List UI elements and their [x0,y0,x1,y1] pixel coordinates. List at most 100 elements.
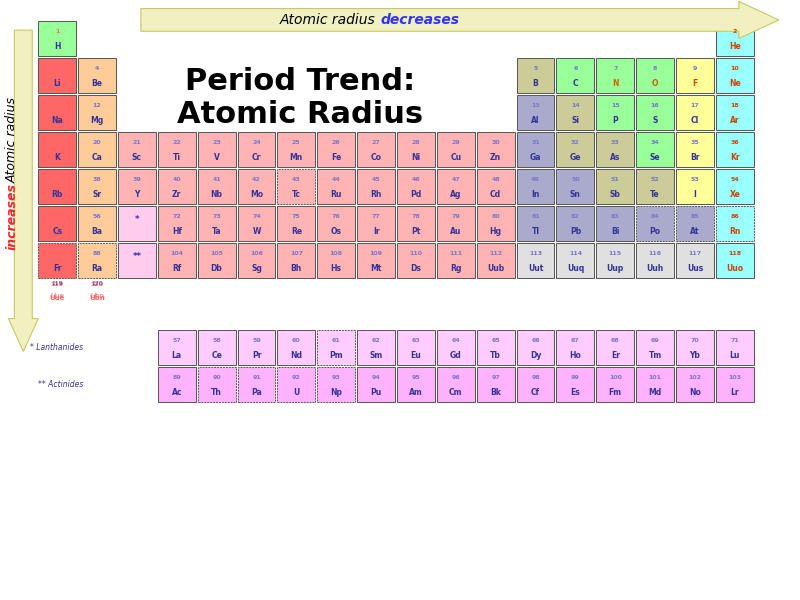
Text: Atomic radius: Atomic radius [6,92,19,182]
Text: 44: 44 [332,177,341,182]
FancyBboxPatch shape [596,169,634,204]
FancyBboxPatch shape [198,132,235,167]
Text: 32: 32 [571,140,580,145]
Text: 18: 18 [730,103,739,108]
FancyBboxPatch shape [158,330,196,365]
Text: Ir: Ir [373,227,379,236]
Text: 2: 2 [733,29,737,34]
FancyBboxPatch shape [596,132,634,167]
FancyBboxPatch shape [477,206,514,241]
FancyBboxPatch shape [278,244,315,278]
FancyBboxPatch shape [198,244,235,278]
Text: 12: 12 [93,103,102,108]
FancyBboxPatch shape [676,244,714,278]
Text: * Lanthanides: * Lanthanides [30,343,83,352]
FancyBboxPatch shape [357,330,395,365]
Text: Hg: Hg [490,227,502,236]
Text: 105: 105 [210,251,223,256]
Text: Ge: Ge [570,153,581,162]
Text: 1: 1 [55,29,59,34]
Text: 76: 76 [332,214,341,220]
FancyBboxPatch shape [437,330,474,365]
FancyBboxPatch shape [357,244,395,278]
FancyBboxPatch shape [278,206,315,241]
FancyBboxPatch shape [118,132,156,167]
Text: Si: Si [571,116,579,125]
Text: Rb: Rb [51,190,63,199]
Text: 83: 83 [611,214,620,220]
FancyBboxPatch shape [716,367,754,402]
Text: 58: 58 [212,338,221,343]
FancyBboxPatch shape [437,367,474,402]
FancyBboxPatch shape [357,132,395,167]
Text: 16: 16 [650,103,659,108]
Text: La: La [172,350,182,359]
Text: 117: 117 [689,251,702,256]
Text: Uup: Uup [606,264,624,273]
Text: 69: 69 [650,338,659,343]
Text: Hs: Hs [330,264,342,273]
FancyBboxPatch shape [636,206,674,241]
FancyBboxPatch shape [517,330,554,365]
FancyBboxPatch shape [318,330,355,365]
Text: Bh: Bh [290,264,302,273]
Text: K: K [54,153,60,162]
Text: Db: Db [210,264,222,273]
Text: 3: 3 [55,66,59,71]
Text: Pm: Pm [330,350,343,359]
Text: F: F [692,79,698,88]
Text: 36: 36 [730,140,739,145]
FancyBboxPatch shape [198,330,235,365]
Text: 67: 67 [571,338,580,343]
Text: Yb: Yb [690,350,701,359]
Text: 23: 23 [212,140,221,145]
Text: H: H [54,41,61,50]
FancyBboxPatch shape [318,169,355,204]
Text: 99: 99 [571,375,580,380]
Text: Pt: Pt [411,227,421,236]
FancyBboxPatch shape [437,132,474,167]
Text: 65: 65 [491,338,500,343]
Text: 57: 57 [173,338,181,343]
FancyBboxPatch shape [636,58,674,93]
Text: 50: 50 [571,177,580,182]
Text: 87: 87 [53,251,62,256]
Text: Pb: Pb [570,227,581,236]
Text: Ta: Ta [212,227,222,236]
Text: Ubn: Ubn [90,293,104,299]
Text: Se: Se [650,153,661,162]
FancyBboxPatch shape [198,367,235,402]
Text: Ra: Ra [91,264,102,273]
Text: Sr: Sr [93,190,102,199]
Text: Uuh: Uuh [646,264,664,273]
Text: Eu: Eu [410,350,422,359]
Text: ** Actinides: ** Actinides [38,380,83,389]
Text: Cm: Cm [449,388,462,397]
Text: Gd: Gd [450,350,462,359]
Text: 98: 98 [531,375,540,380]
Text: **: ** [133,252,142,261]
Text: Be: Be [91,79,102,88]
Text: 47: 47 [451,177,460,182]
Text: Sc: Sc [132,153,142,162]
FancyBboxPatch shape [517,169,554,204]
Text: Lr: Lr [730,388,739,397]
Text: 29: 29 [451,140,460,145]
FancyBboxPatch shape [477,367,514,402]
Text: Fr: Fr [53,264,62,273]
Text: Rh: Rh [370,190,382,199]
Text: Bk: Bk [490,388,501,397]
Text: 111: 111 [450,251,462,256]
Text: Pu: Pu [370,388,382,397]
FancyBboxPatch shape [676,169,714,204]
Text: Period Trend:: Period Trend: [186,67,415,96]
FancyBboxPatch shape [517,367,554,402]
FancyBboxPatch shape [596,95,634,130]
Text: Tl: Tl [531,227,539,236]
FancyBboxPatch shape [38,132,76,167]
Text: decreases: decreases [380,13,459,27]
FancyBboxPatch shape [158,367,196,402]
Text: 109: 109 [370,251,382,256]
FancyBboxPatch shape [676,367,714,402]
Text: 9: 9 [693,66,697,71]
